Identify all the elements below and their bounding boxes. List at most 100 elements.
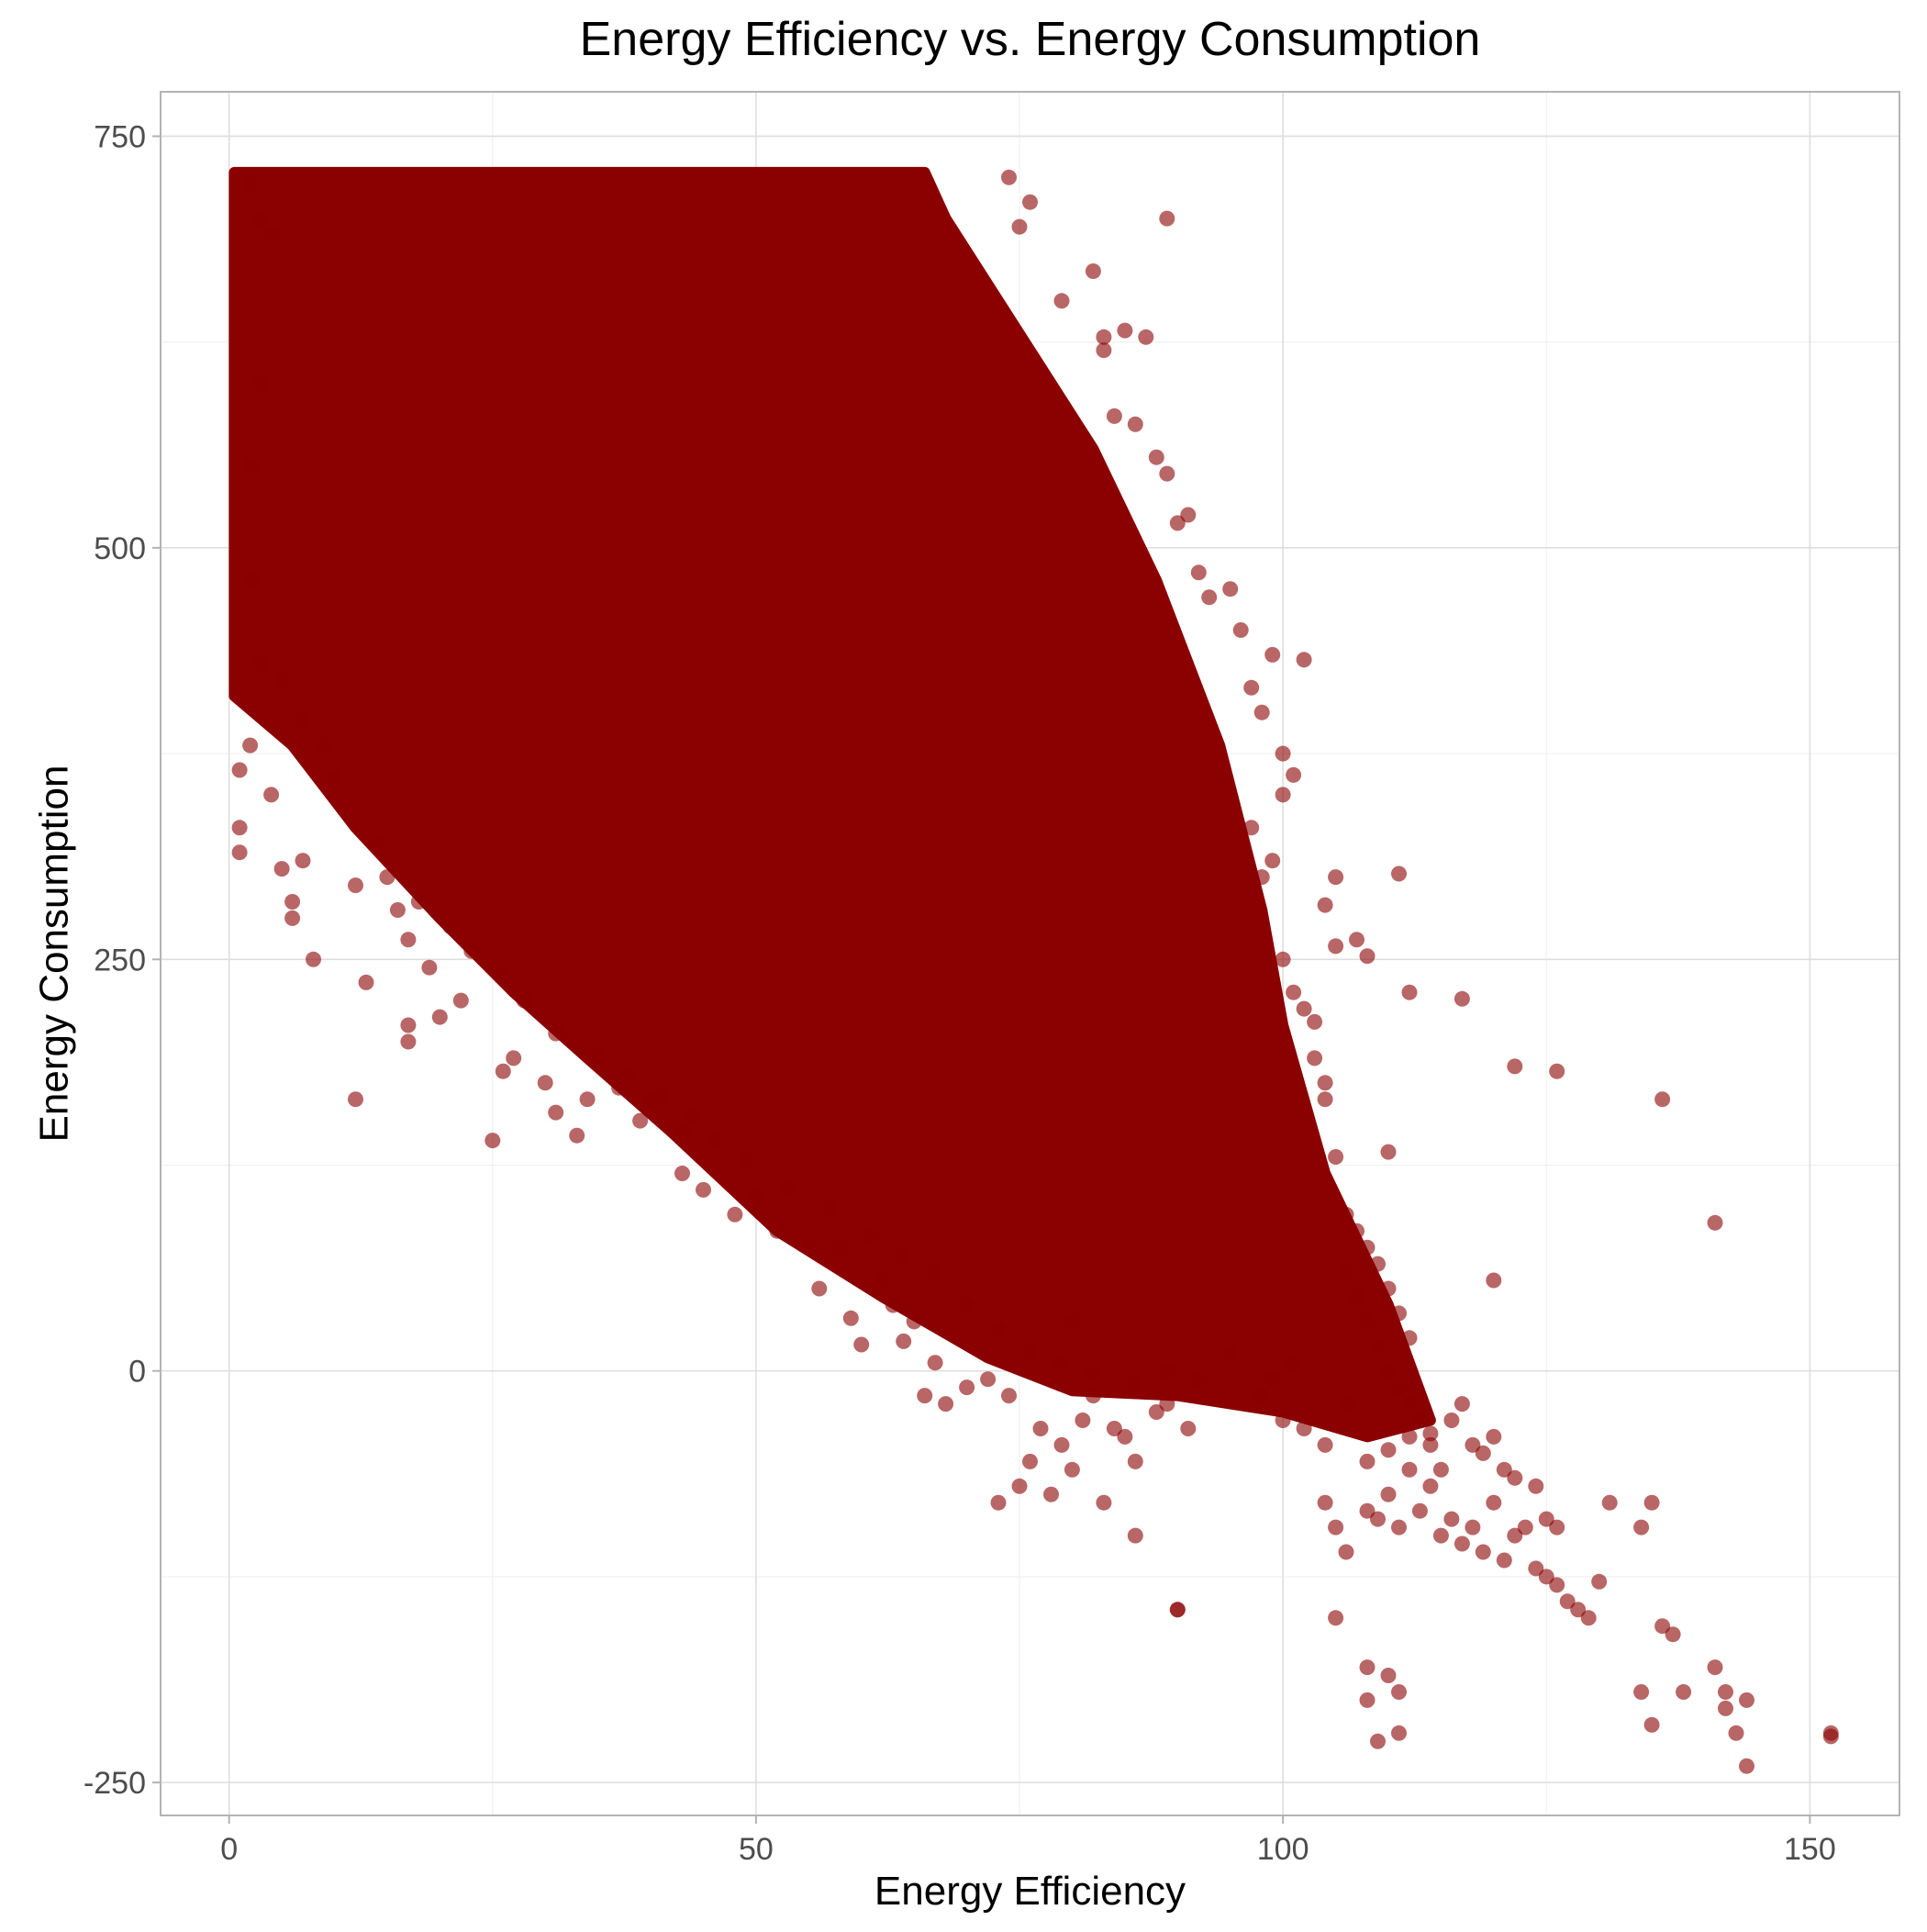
data-point xyxy=(800,1239,817,1256)
data-point xyxy=(1665,1626,1681,1643)
data-point xyxy=(1011,218,1028,235)
data-point xyxy=(1222,581,1239,597)
data-point xyxy=(1286,1355,1302,1371)
data-point xyxy=(1538,1511,1554,1527)
data-point xyxy=(1053,1355,1070,1371)
data-point xyxy=(906,1313,922,1330)
data-point xyxy=(1359,1692,1376,1708)
data-point xyxy=(706,1133,722,1149)
data-point xyxy=(1549,1577,1565,1593)
data-point xyxy=(1370,1256,1386,1272)
data-point xyxy=(421,959,438,976)
data-point xyxy=(980,1371,997,1388)
data-point xyxy=(1138,329,1154,345)
data-point xyxy=(442,918,459,934)
data-point xyxy=(853,1336,870,1353)
x-tick-label: 100 xyxy=(1257,1832,1309,1867)
data-point xyxy=(1159,1363,1175,1379)
dense-point-cloud xyxy=(228,166,1436,1443)
data-point xyxy=(1654,1091,1671,1108)
data-point xyxy=(1201,589,1218,606)
data-point xyxy=(1286,984,1302,1000)
data-point xyxy=(1022,194,1038,210)
data-point xyxy=(1391,1379,1407,1396)
data-point xyxy=(1169,1602,1186,1618)
data-point xyxy=(1275,1413,1291,1428)
data-point xyxy=(1296,652,1312,668)
data-point xyxy=(1243,820,1260,836)
data-point xyxy=(1096,342,1112,359)
data-point xyxy=(1643,1494,1660,1511)
data-point xyxy=(1559,1593,1576,1610)
data-point xyxy=(1222,1346,1239,1363)
y-tick-label: 500 xyxy=(94,531,146,566)
data-point xyxy=(1106,408,1122,424)
data-point xyxy=(1096,1494,1112,1511)
data-point xyxy=(1296,1000,1312,1017)
data-point xyxy=(1370,1511,1386,1527)
data-point xyxy=(1528,1478,1544,1494)
data-point xyxy=(1317,1091,1333,1108)
data-point xyxy=(1496,1461,1512,1478)
data-point xyxy=(990,1322,1007,1338)
data-point xyxy=(938,1396,954,1413)
data-point xyxy=(1328,1149,1344,1165)
data-point xyxy=(231,820,248,836)
chart-title: Energy Efficiency vs. Energy Consumption xyxy=(580,13,1481,66)
data-point xyxy=(516,992,532,1009)
data-point xyxy=(1465,1519,1481,1536)
data-point xyxy=(1359,1502,1376,1519)
data-point xyxy=(821,1201,838,1218)
data-point xyxy=(1338,1264,1354,1280)
data-point xyxy=(1549,1063,1565,1079)
data-point xyxy=(1117,1428,1133,1445)
data-point xyxy=(273,671,290,687)
data-point xyxy=(674,1166,690,1181)
data-point xyxy=(896,1247,912,1264)
data-point xyxy=(1127,1453,1143,1469)
data-point xyxy=(1391,1519,1407,1536)
data-point xyxy=(1454,1536,1470,1552)
data-point xyxy=(1053,1436,1070,1453)
data-point xyxy=(1370,1338,1386,1355)
data-point xyxy=(674,1124,690,1141)
data-point xyxy=(917,1388,933,1404)
data-point xyxy=(1022,1453,1038,1469)
data-point xyxy=(252,210,269,227)
data-point xyxy=(1001,1388,1017,1404)
data-point xyxy=(1370,1733,1386,1749)
data-point xyxy=(1169,515,1186,531)
data-point xyxy=(1032,1421,1049,1436)
data-point xyxy=(1359,1453,1376,1469)
data-point xyxy=(1359,1239,1376,1256)
data-point xyxy=(1148,449,1164,465)
data-point xyxy=(1264,853,1281,869)
data-point xyxy=(1127,1376,1143,1392)
data-point xyxy=(1633,1684,1650,1700)
y-tick-label: 0 xyxy=(128,1355,146,1390)
data-point xyxy=(1349,1223,1364,1239)
panel-border xyxy=(160,91,1900,1816)
data-point xyxy=(1380,1442,1397,1458)
x-tick-label: 0 xyxy=(220,1832,238,1867)
data-point xyxy=(874,1272,891,1289)
data-point xyxy=(1401,1330,1418,1346)
x-axis-title: Energy Efficiency xyxy=(874,1869,1186,1914)
data-point xyxy=(1338,1544,1354,1560)
data-point xyxy=(927,1355,943,1371)
data-point xyxy=(1401,1428,1418,1445)
data-point xyxy=(1707,1659,1723,1676)
data-point xyxy=(1486,1428,1502,1445)
data-point xyxy=(1465,1436,1481,1453)
data-point xyxy=(632,1112,649,1129)
data-point xyxy=(1317,1494,1333,1511)
data-point xyxy=(621,1067,638,1083)
data-point xyxy=(463,943,480,959)
data-point xyxy=(252,375,269,391)
data-point xyxy=(1243,679,1260,696)
y-tick-label: -250 xyxy=(84,1766,146,1801)
data-point xyxy=(495,1063,511,1079)
data-point xyxy=(779,1178,796,1195)
data-point xyxy=(431,1009,448,1025)
data-point xyxy=(1296,1421,1312,1436)
